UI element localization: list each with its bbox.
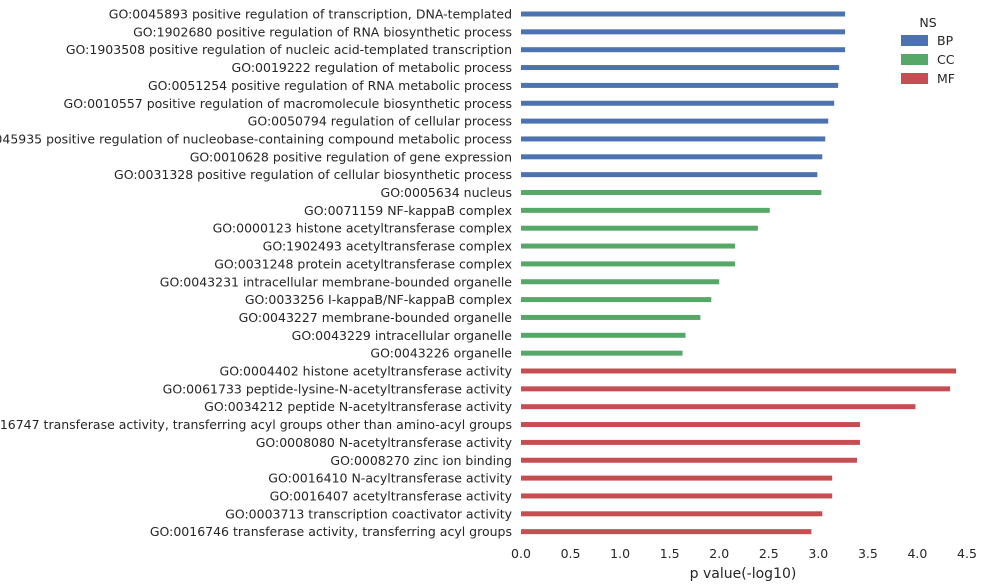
category-label: GO:0043229 intracellular organelle <box>292 328 513 343</box>
category-label: GO:1903508 positive regulation of nuclei… <box>66 42 512 57</box>
x-tick-labels-group: 0.0 0.5 1.0 1.5 2.0 2.5 3.0 3.5 4.0 4.5 <box>511 546 977 561</box>
bar <box>521 65 840 71</box>
bar <box>521 279 720 285</box>
legend-swatch <box>901 54 928 65</box>
bar <box>521 314 701 320</box>
x-tick-label: 1.5 <box>660 546 680 561</box>
category-label: GO:0004402 histone acetyltransferase act… <box>220 364 513 379</box>
category-label: GO:0003713 transcription coactivator act… <box>225 506 512 521</box>
bar <box>521 47 846 53</box>
bar <box>521 475 833 481</box>
category-label: GO:0043226 organelle <box>370 346 512 361</box>
legend-swatch <box>901 73 928 84</box>
legend-label: MF <box>937 71 955 86</box>
category-label: GO:0010557 positive regulation of macrom… <box>64 96 512 111</box>
category-label: GO:0008270 zinc ion binding <box>330 453 512 468</box>
bar <box>521 297 712 303</box>
bar <box>521 457 857 463</box>
category-label: GO:0071159 NF-kappaB complex <box>304 203 512 218</box>
category-label: GO:0031328 positive regulation of cellul… <box>114 167 512 182</box>
x-tick-label: 3.5 <box>858 546 878 561</box>
bar <box>521 261 736 267</box>
bar <box>521 190 822 195</box>
category-label: GO:0043231 intracellular membrane-bounde… <box>160 274 513 289</box>
legend-title: NS <box>919 15 936 30</box>
category-label: GO:0061733 peptide-lysine-N-acetyltransf… <box>163 381 513 396</box>
category-label: GO:0008080 N-acetyltransferase activity <box>256 435 513 450</box>
x-tick-label: 2.5 <box>759 546 779 561</box>
bar <box>521 100 835 106</box>
bar <box>521 493 833 499</box>
category-labels-group: GO:0045893 positive regulation of transc… <box>0 7 513 540</box>
bar <box>521 422 860 428</box>
bars-group <box>521 11 957 535</box>
legend: NS BP CC MF <box>901 15 955 86</box>
category-label: GO:0031248 protein acetyltransferase com… <box>214 256 512 271</box>
x-tick-label: 4.0 <box>907 546 927 561</box>
bar <box>521 82 839 88</box>
x-tick-label: 3.0 <box>808 546 828 561</box>
category-label: GO:0016407 acetyltransferase activity <box>270 488 513 503</box>
x-axis-label: p value(-log10) <box>690 566 797 582</box>
bar <box>521 386 951 392</box>
bar <box>521 172 818 178</box>
category-label: GO:0000123 histone acetyltransferase com… <box>213 221 512 236</box>
category-label: GO:0034212 peptide N-acetyltransferase a… <box>204 399 512 414</box>
category-label: GO:0043227 membrane-bounded organelle <box>239 310 513 325</box>
category-label: GO:0050794 regulation of cellular proces… <box>248 114 512 129</box>
bar <box>521 404 916 410</box>
bar <box>521 350 683 356</box>
bar <box>521 439 860 445</box>
category-label: GO:0019222 regulation of metabolic proce… <box>232 60 512 75</box>
bar <box>521 11 846 17</box>
bar <box>521 207 770 213</box>
x-tick-label: 4.5 <box>957 546 977 561</box>
category-label: GO:1902493 acetyltransferase complex <box>263 239 512 254</box>
bar <box>521 225 758 231</box>
bar <box>521 332 686 338</box>
category-label: GO:0010628 positive regulation of gene e… <box>190 149 512 164</box>
bar <box>521 511 823 517</box>
bar <box>521 368 957 374</box>
category-label: GO:0016747 transferase activity, transfe… <box>0 417 512 432</box>
legend-swatch <box>901 35 928 46</box>
legend-label: CC <box>937 52 955 67</box>
category-label: GO:1902680 positive regulation of RNA bi… <box>133 24 512 39</box>
legend-label: BP <box>937 33 954 48</box>
x-tick-label: 0.5 <box>561 546 581 561</box>
category-label: GO:0051254 positive regulation of RNA me… <box>148 78 512 93</box>
bar <box>521 29 846 35</box>
category-label: GO:0033256 I-kappaB/NF-kappaB complex <box>245 292 512 307</box>
category-label: GO:0005634 nucleus <box>381 185 512 200</box>
category-label: GO:0045935 positive regulation of nucleo… <box>0 131 512 146</box>
bar <box>521 154 823 160</box>
category-label: GO:0016410 N-acyltransferase activity <box>268 471 512 486</box>
x-tick-label: 1.0 <box>610 546 630 561</box>
x-tick-label: 2.0 <box>709 546 729 561</box>
bar <box>521 243 736 249</box>
category-label: GO:0045893 positive regulation of transc… <box>109 7 512 22</box>
bar <box>521 118 829 124</box>
x-tick-label: 0.0 <box>511 546 531 561</box>
bar <box>521 529 812 535</box>
category-label: GO:0016746 transferase activity, transfe… <box>150 524 512 539</box>
bar <box>521 136 826 142</box>
